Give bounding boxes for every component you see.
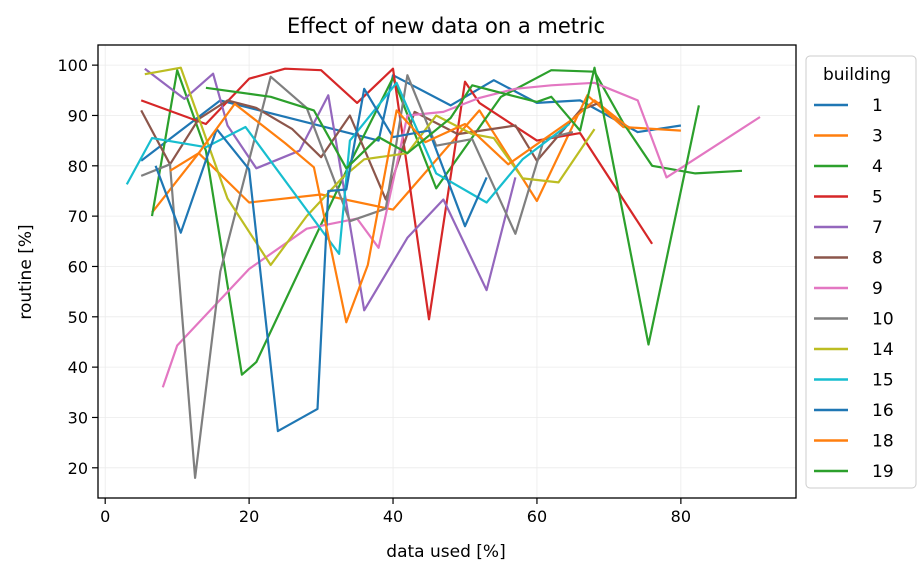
- y-tick-label: 60: [68, 257, 88, 276]
- x-tick-label: 80: [671, 507, 691, 526]
- legend-label-8: 8: [872, 249, 883, 269]
- legend-box: [805, 55, 917, 489]
- legend-label-7: 7: [872, 218, 883, 238]
- series-line-building-10: [140, 74, 574, 479]
- y-tick-label: 70: [68, 207, 88, 226]
- legend-label-10: 10: [872, 310, 894, 330]
- series-line-building-7: [144, 67, 517, 312]
- y-tick-label: 100: [57, 56, 88, 75]
- series-line-building-14: [144, 66, 596, 267]
- legend-label-9: 9: [872, 279, 883, 299]
- y-tick-label: 30: [68, 408, 88, 427]
- y-tick-label: 80: [68, 157, 88, 176]
- chart-title: Effect of new data on a metric: [287, 14, 605, 38]
- x-tick-label: 0: [100, 507, 110, 526]
- legend: building 1 3 4 5 7 8 9 10 14 15 16 18 19: [805, 55, 917, 489]
- legend-label-19: 19: [872, 462, 894, 482]
- legend-label-4: 4: [872, 157, 883, 177]
- legend-label-18: 18: [872, 432, 894, 452]
- series-line-building-3: [151, 94, 681, 214]
- x-tick-label: 60: [527, 507, 547, 526]
- axes: 0 20 40 60 80 20 30 40 50 60 70 80 90 100: [57, 56, 691, 526]
- grid: [98, 45, 796, 498]
- series-line-building-4: [150, 69, 743, 376]
- series-line-building-18: [169, 99, 632, 324]
- x-tick-label: 20: [239, 507, 259, 526]
- legend-label-3: 3: [872, 127, 883, 147]
- series-line-building-15: [125, 81, 570, 255]
- series-line-building-9: [161, 81, 761, 388]
- series-lines: [125, 66, 761, 479]
- series-line-building-5: [140, 67, 654, 321]
- legend-title: building: [823, 65, 891, 85]
- x-tick-label: 40: [383, 507, 403, 526]
- legend-label-1: 1: [872, 96, 883, 116]
- y-tick-label: 20: [68, 459, 88, 478]
- y-tick-label: 50: [68, 308, 88, 327]
- y-tick-label: 90: [68, 106, 88, 125]
- legend-label-15: 15: [872, 371, 894, 391]
- legend-label-14: 14: [872, 340, 894, 360]
- series-line-building-19: [205, 66, 700, 346]
- y-tick-label: 40: [68, 358, 88, 377]
- plot-frame: [97, 44, 797, 499]
- legend-label-16: 16: [872, 401, 894, 421]
- legend-label-5: 5: [872, 188, 883, 208]
- x-axis-label: data used [%]: [386, 542, 505, 562]
- y-axis-label: routine [%]: [16, 224, 36, 319]
